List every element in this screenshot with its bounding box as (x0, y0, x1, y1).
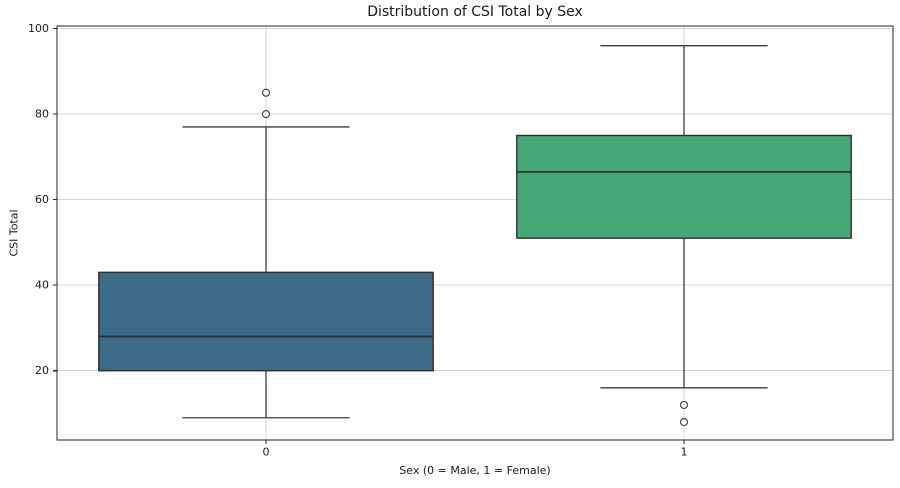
plot-spines (56, 25, 894, 441)
y-tick-label: 80 (35, 108, 49, 121)
outlier-point (679, 400, 689, 410)
chart-title: Distribution of CSI Total by Sex (367, 4, 583, 20)
y-tick-label: 100 (28, 22, 49, 35)
axis-ticks (53, 28, 685, 444)
box-group-1 (516, 45, 852, 427)
outlier-point (261, 88, 271, 97)
y-tick-label: 40 (35, 279, 49, 292)
y-tick-label: 60 (35, 193, 49, 206)
outlier-point (679, 417, 689, 427)
outlier-point (261, 110, 271, 119)
x-tick-label: 0 (263, 446, 270, 459)
y-tick-label: 20 (35, 364, 49, 377)
axis-tick-labels: 20 40 60 80 100 0 1 (28, 22, 688, 458)
x-tick-label: 1 (681, 446, 688, 459)
x-axis-label: Sex (0 = Male, 1 = Female) (399, 464, 551, 477)
box-group-0 (98, 88, 434, 419)
